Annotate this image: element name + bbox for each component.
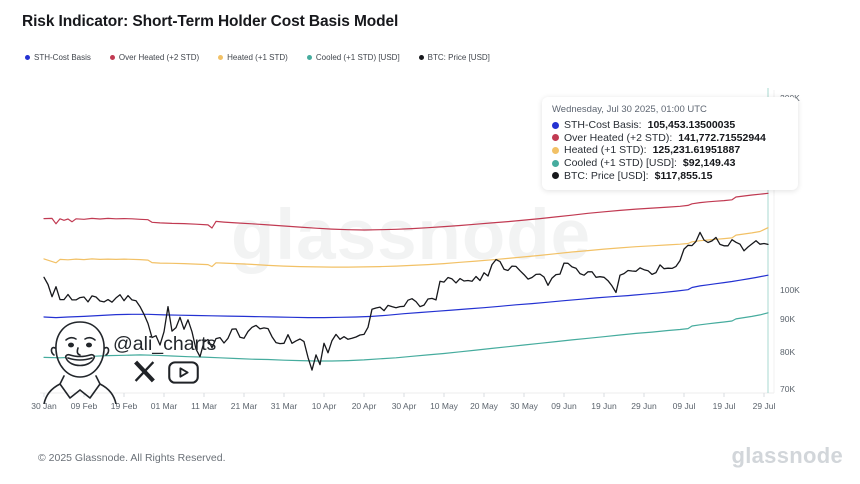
series-line-btc-price-usd[interactable] [43, 231, 769, 371]
series-line-heated-1-std[interactable] [43, 227, 769, 268]
series-dot-icon [552, 146, 559, 154]
x-axis-label: 20 Apr [352, 401, 377, 411]
legend-item-over-heated[interactable]: Over Heated (+2 STD) [109, 53, 200, 62]
series-dot-icon [552, 172, 559, 180]
x-axis-label: 30 May [510, 401, 539, 411]
x-axis-label: 01 Mar [151, 401, 178, 411]
legend-label: BTC: Price [USD] [427, 53, 490, 62]
tooltip-row: BTC: Price [USD]: $117,855.15 [552, 169, 788, 182]
tooltip-value: $92,149.43 [682, 157, 736, 170]
tooltip-label: Heated (+1 STD): [564, 144, 647, 157]
legend-dot-icon [306, 55, 312, 60]
tooltip-row: STH-Cost Basis: 105,453.13500035 [552, 119, 788, 132]
legend-item-sth-cost-basis[interactable]: STH-Cost Basis [25, 53, 91, 62]
x-axis-label: 10 May [430, 401, 459, 411]
legend-item-btc-price[interactable]: BTC: Price [USD] [418, 53, 490, 62]
ali-handle: @ali_charts [113, 333, 217, 355]
x-axis-label: 19 Jul [713, 401, 736, 411]
y-axis-label: 70K [780, 384, 795, 394]
x-axis-label: 29 Jun [631, 401, 657, 411]
x-axis-label: 09 Jun [551, 401, 577, 411]
legend-item-heated[interactable]: Heated (+1 STD) [218, 53, 288, 62]
copyright-text: © 2025 Glassnode. All Rights Reserved. [38, 452, 226, 464]
x-axis-label: 30 Apr [392, 401, 417, 411]
legend: STH-Cost Basis Over Heated (+2 STD) Heat… [25, 53, 490, 62]
tooltip-value: $117,855.15 [654, 169, 713, 182]
ali-charts-watermark: @ali_charts [40, 316, 250, 404]
tooltip-value: 141,772.71552944 [678, 131, 766, 144]
legend-dot-icon [418, 55, 424, 60]
youtube-icon [168, 361, 199, 384]
tooltip-label: BTC: Price [USD]: [564, 169, 649, 182]
tooltip-label: Cooled (+1 STD) [USD]: [564, 157, 677, 170]
legend-label: Heated (+1 STD) [227, 53, 288, 62]
x-twitter-icon [134, 360, 155, 383]
legend-label: Over Heated (+2 STD) [118, 53, 200, 62]
y-axis-label: 100K [780, 285, 800, 295]
legend-label: Cooled (+1 STD) [USD] [315, 53, 400, 62]
tooltip-row: Over Heated (+2 STD): 141,772.71552944 [552, 132, 788, 145]
series-dot-icon [552, 159, 559, 167]
glassnode-center-watermark: glassnode [231, 196, 592, 275]
legend-item-cooled[interactable]: Cooled (+1 STD) [USD] [306, 53, 400, 62]
x-axis-label: 30 Jan [31, 401, 57, 411]
glassnode-footer-logo: glassnode [731, 443, 843, 468]
tooltip-date: Wednesday, Jul 30 2025, 01:00 UTC [552, 104, 707, 115]
x-axis-label: 29 Jul [753, 401, 776, 411]
x-axis-label: 11 Mar [191, 401, 217, 411]
series-dot-icon [552, 121, 559, 129]
x-axis-label: 19 Jun [591, 401, 617, 411]
series-line-sth-cost-basis[interactable] [43, 274, 769, 319]
y-axis-label: 80K [780, 347, 795, 357]
x-axis-label: 10 Apr [312, 401, 337, 411]
x-axis-label: 19 Feb [111, 401, 138, 411]
chart-tooltip: Wednesday, Jul 30 2025, 01:00 UTC STH-Co… [542, 97, 798, 190]
legend-dot-icon [25, 55, 30, 60]
x-axis-label: 31 Mar [271, 401, 298, 411]
series-dot-icon [552, 134, 559, 142]
x-axis-label: 20 May [470, 401, 499, 411]
tooltip-row: Cooled (+1 STD) [USD]: $92,149.43 [552, 157, 788, 170]
ali-avatar-icon [43, 321, 117, 404]
tooltip-label: Over Heated (+2 STD): [564, 131, 673, 144]
y-axis-label: 90K [780, 314, 795, 324]
legend-label: STH-Cost Basis [34, 53, 91, 62]
legend-dot-icon [109, 55, 115, 60]
x-axis-label: 21 Mar [231, 401, 258, 411]
series-line-over-heated-2-std[interactable] [43, 192, 769, 231]
series-line-cooled-1-std-usd[interactable] [43, 312, 769, 362]
x-axis-label: 09 Jul [673, 401, 696, 411]
page-title: Risk Indicator: Short-Term Holder Cost B… [22, 13, 399, 30]
tooltip-value: 105,453.13500035 [647, 119, 736, 132]
tooltip-row: Heated (+1 STD): 125,231.61951887 [552, 144, 788, 157]
x-axis-label: 09 Feb [71, 401, 98, 411]
tooltip-value: 125,231.61951887 [652, 144, 741, 157]
legend-dot-icon [218, 55, 224, 60]
tooltip-label: STH-Cost Basis: [564, 119, 642, 132]
